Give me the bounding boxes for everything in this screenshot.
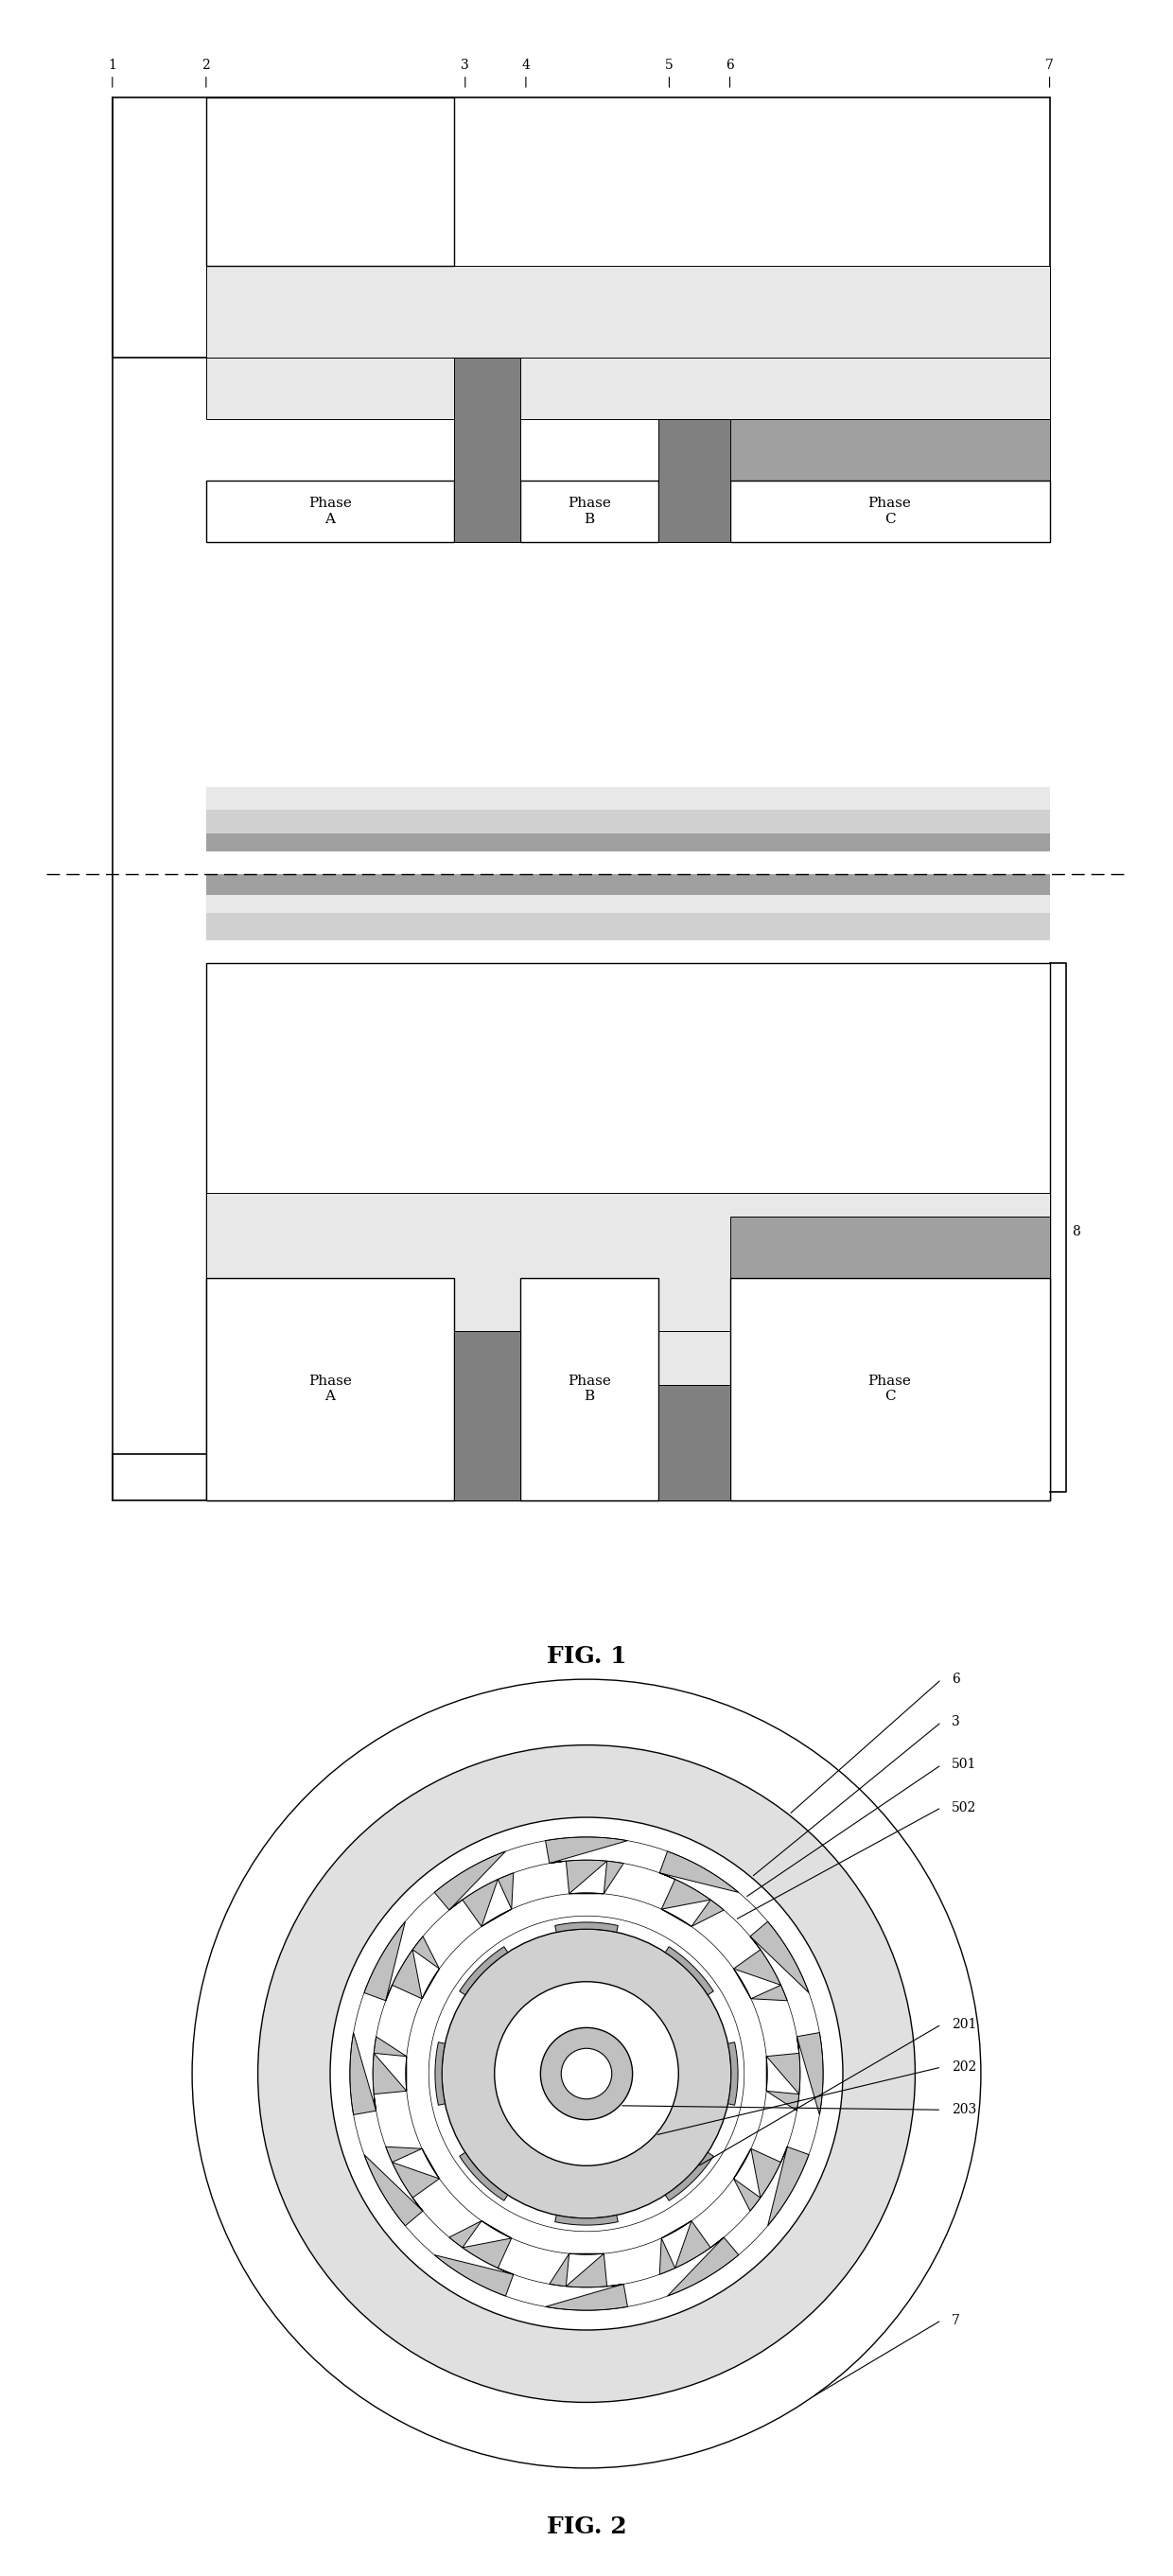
Text: Phase
B: Phase B (568, 497, 611, 526)
Circle shape (192, 1680, 981, 2468)
Text: 8: 8 (1072, 1226, 1080, 1239)
Bar (206, 265, 1050, 358)
Polygon shape (555, 1922, 618, 1932)
Bar (206, 832, 1050, 853)
Bar (206, 912, 1050, 940)
Bar (206, 788, 1050, 811)
Text: 7: 7 (951, 2313, 960, 2326)
Text: FIG. 2: FIG. 2 (547, 2517, 626, 2537)
Bar (206, 811, 1050, 832)
Circle shape (495, 1981, 678, 2166)
Circle shape (442, 1929, 731, 2218)
Text: 1: 1 (108, 59, 116, 72)
Text: 3: 3 (461, 59, 469, 72)
Bar (730, 482, 1050, 541)
Bar (454, 1332, 521, 1499)
Polygon shape (545, 2254, 628, 2311)
Polygon shape (665, 2154, 713, 2200)
Polygon shape (728, 2043, 738, 2105)
Polygon shape (434, 1852, 514, 1927)
Polygon shape (460, 1947, 508, 1994)
Bar (113, 1453, 1050, 1499)
Text: Phase
B: Phase B (568, 1376, 611, 1404)
Polygon shape (665, 1947, 713, 1994)
Bar (206, 1332, 1050, 1386)
Polygon shape (460, 2154, 508, 2200)
Polygon shape (733, 1922, 809, 2002)
Bar (206, 358, 1050, 420)
Polygon shape (766, 2032, 823, 2115)
Text: Phase
A: Phase A (308, 497, 352, 526)
Bar (454, 358, 521, 541)
Bar (206, 98, 454, 265)
Text: 7: 7 (1045, 59, 1053, 72)
Text: 2: 2 (202, 59, 210, 72)
Text: Phase
C: Phase C (868, 1376, 911, 1404)
Circle shape (258, 1744, 915, 2403)
Bar (206, 876, 1050, 940)
Polygon shape (435, 2043, 445, 2105)
Bar (206, 1278, 454, 1499)
Bar (730, 1278, 1050, 1499)
Text: Phase
A: Phase A (308, 1376, 352, 1404)
Bar (658, 1386, 730, 1499)
Text: 5: 5 (665, 59, 673, 72)
Circle shape (541, 2027, 632, 2120)
Bar (206, 1193, 1050, 1332)
Polygon shape (555, 2215, 618, 2226)
Polygon shape (434, 2221, 514, 2295)
Bar (730, 420, 1050, 482)
Polygon shape (364, 2146, 440, 2226)
Text: 202: 202 (951, 2061, 976, 2074)
Bar (521, 482, 658, 541)
Text: 502: 502 (951, 1801, 976, 1814)
Bar (521, 1278, 658, 1499)
Text: Phase
C: Phase C (868, 497, 911, 526)
Bar (206, 894, 1050, 912)
Circle shape (561, 2048, 612, 2099)
Polygon shape (545, 1837, 628, 1893)
Bar (658, 420, 730, 541)
Text: 4: 4 (522, 59, 530, 72)
Circle shape (429, 1917, 744, 2231)
Bar (206, 963, 1050, 1499)
Text: 203: 203 (951, 2102, 976, 2117)
Text: FIG. 1: FIG. 1 (547, 1646, 626, 1669)
Polygon shape (659, 1852, 739, 1927)
Text: 201: 201 (951, 2017, 976, 2030)
Bar (206, 482, 454, 541)
Bar (730, 1216, 1050, 1278)
Bar (113, 98, 1050, 358)
Polygon shape (350, 2032, 407, 2115)
Text: 3: 3 (951, 1716, 960, 1728)
Polygon shape (659, 2221, 739, 2295)
Polygon shape (364, 1922, 440, 2002)
Polygon shape (733, 2146, 809, 2226)
Text: 501: 501 (951, 1757, 976, 1772)
Text: 6: 6 (726, 59, 734, 72)
Circle shape (330, 1816, 843, 2331)
Text: 6: 6 (951, 1672, 960, 1685)
